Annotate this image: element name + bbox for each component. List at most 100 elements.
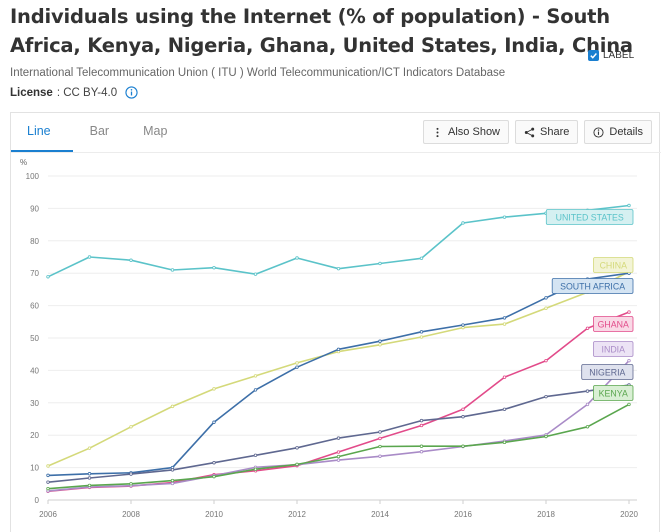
check-icon [590,53,597,59]
data-point-nigeria [253,453,258,457]
data-point-south-africa [544,296,548,300]
data-point-united-states [419,256,424,260]
data-point-kenya [378,444,382,449]
data-point-nigeria [502,407,507,411]
data-point-nigeria [585,389,590,393]
data-point-kenya [295,462,299,467]
series-label-india: INDIA [602,344,626,354]
series-label-box-kenya [593,385,634,401]
data-point-kenya [502,440,507,445]
data-point-ghana [627,310,631,314]
data-point-nigeria [87,476,92,480]
data-point-south-africa [212,420,216,424]
data-point-ghana [336,450,341,454]
details-label: Details [609,126,643,138]
more-vertical-icon [436,127,439,137]
x-tick-label: 2016 [454,510,472,519]
y-tick-label: 90 [30,204,39,213]
series-label-kenya: KENYA [599,388,628,398]
info-icon[interactable] [125,86,138,99]
y-tick-label: 70 [30,269,39,278]
data-point-kenya [627,402,631,407]
data-point-kenya [253,467,258,471]
data-point-kenya [87,483,92,488]
chart-tabs: Line Bar Map [11,113,184,152]
y-tick-label: 40 [30,366,39,375]
data-point-south-africa [378,339,382,343]
series-line-india [47,360,630,492]
data-point-united-states [461,221,465,225]
y-tick-label: 20 [30,431,39,440]
data-point-china [87,446,92,450]
y-tick-label: 50 [30,334,39,343]
share-label: Share [540,126,570,138]
data-point-nigeria [378,430,382,434]
info-icon [593,126,604,138]
data-point-china [295,361,299,365]
data-point-united-states [87,255,92,259]
data-point-india [419,450,424,454]
tab-line[interactable]: Line [11,113,73,152]
series-label-china: CHINA [600,260,628,270]
also-show-label: Also Show [448,126,501,138]
label-checkbox[interactable] [588,50,599,61]
data-point-nigeria [336,436,341,440]
data-point-kenya [46,486,50,491]
data-point-china [378,343,382,347]
data-point-kenya [461,444,465,448]
data-point-kenya [544,434,548,439]
y-tick-label: 0 [35,496,40,505]
data-point-united-states [336,266,341,271]
data-point-ghana [378,436,382,441]
y-tick-label: 10 [30,464,39,473]
data-point-nigeria [129,472,133,476]
share-icon [524,127,535,137]
data-point-kenya [419,444,424,448]
data-point-south-africa [461,323,465,327]
data-point-united-states [295,256,299,260]
tab-bar[interactable]: Bar [89,124,110,138]
data-point-nigeria [461,415,465,419]
data-point-kenya [336,454,341,459]
tab-map[interactable]: Map [143,124,168,138]
data-point-kenya [129,482,133,486]
data-point-ghana [585,326,590,330]
label-toggle[interactable]: LABEL [588,50,634,61]
data-point-india [585,402,590,407]
x-tick-label: 2014 [371,510,389,519]
data-point-ghana [502,375,507,379]
data-point-south-africa [502,316,507,320]
data-point-united-states [627,203,631,208]
series-label-united-states: UNITED STATES [556,212,624,222]
series-label-south-africa: SOUTH AFRICA [560,281,625,291]
data-point-south-africa [295,365,299,369]
label-toggle-text: LABEL [603,50,635,61]
data-point-nigeria [46,480,50,484]
series-label-nigeria: NIGERIA [589,367,625,377]
share-button[interactable]: Share [515,120,579,144]
data-point-nigeria [419,418,424,423]
data-point-india [378,454,382,458]
tabs-divider [11,152,661,153]
y-tick-label: 30 [30,399,39,408]
series-label-box-nigeria [581,364,634,380]
data-point-south-africa [87,472,92,476]
data-point-nigeria [170,468,175,472]
chart-card: Line Bar Map Also Show Share Details [10,112,661,532]
data-point-ghana [419,423,424,428]
page-title: Individuals using the Internet (% of pop… [10,5,633,57]
also-show-button[interactable]: Also Show [423,120,510,144]
data-point-india [336,458,341,462]
x-tick-label: 2020 [620,510,638,519]
details-button[interactable]: Details [584,120,652,144]
y-axis-unit-label: % [20,158,27,167]
data-point-china [253,374,258,378]
data-point-south-africa [336,347,341,352]
series-line-ghana [47,311,630,493]
data-point-ghana [461,407,465,411]
data-point-united-states [170,268,175,272]
data-point-south-africa [46,473,50,478]
x-tick-label: 2006 [39,510,57,519]
data-point-nigeria [544,394,548,399]
data-point-united-states [129,258,133,262]
